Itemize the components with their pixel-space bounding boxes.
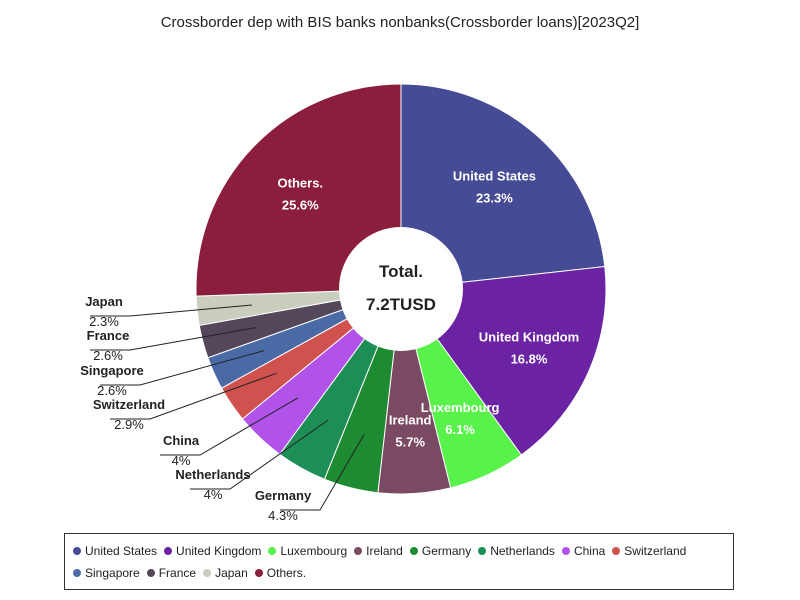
leader-line-germany [280,434,365,511]
slice-value-singapore: 2.6% [97,383,127,398]
slice-name-netherlands: Netherlands [175,467,250,482]
legend-dot-icon [354,547,363,555]
legend-dot-icon [612,547,621,555]
legend-dot-icon [478,547,487,555]
legend-label: Singapore [85,566,140,580]
legend-item-france[interactable]: France [146,562,197,584]
slice-value-germany: 4.3% [268,508,298,523]
legend-dot-icon [73,569,81,577]
legend-dot-icon [146,569,155,577]
slice-name-ireland: Ireland [389,413,432,428]
legend-dot-icon [561,547,570,555]
legend-label: Luxembourg [280,544,348,558]
legend-item-ireland[interactable]: Ireland [354,540,403,562]
leader-line-japan [90,304,252,317]
legend-label: Switzerland [624,544,687,558]
slice-value-luxembourg: 6.1% [445,422,475,437]
leader-line-france [90,327,257,351]
leader-line-netherlands [190,419,329,490]
center-label: Total. [379,262,423,281]
center-value: 7.2TUSD [366,295,436,314]
slice-others [195,83,402,297]
slice-value-france: 2.6% [93,348,123,363]
slice-value-others: 25.6% [282,198,319,213]
slice-name-others: Others. [278,176,324,191]
legend-item-others[interactable]: Others. [254,562,307,584]
slice-name-luxembourg: Luxembourg [421,400,500,415]
legend-item-japan[interactable]: Japan [203,562,248,584]
legend-dot-icon [409,547,418,555]
leader-line-singapore [100,350,265,386]
slice-value-netherlands: 4% [204,487,223,502]
legend-item-china[interactable]: China [561,540,606,562]
slice-name-japan: Japan [85,294,123,309]
slice-name-switzerland: Switzerland [93,397,165,412]
slice-value-ireland: 5.7% [395,435,425,450]
leader-line-switzerland [110,372,277,420]
legend-label: Ireland [366,544,403,558]
center-hole [339,227,463,351]
slice-value-japan: 2.3% [89,314,119,329]
legend-item-luxembourg[interactable]: Luxembourg [268,540,347,562]
slice-value-china: 4% [172,453,191,468]
legend-item-united-kingdom[interactable]: United Kingdom [164,540,261,562]
legend-dot-icon [203,569,212,577]
slice-name-france: France [87,328,130,343]
slice-value-switzerland: 2.9% [114,417,144,432]
legend-dot-icon [73,547,81,555]
legend-item-singapore[interactable]: Singapore [73,562,140,584]
slice-name-singapore: Singapore [80,363,144,378]
chart-title: Crossborder dep with BIS banks nonbanks(… [161,14,640,31]
legend-item-switzerland[interactable]: Switzerland [612,540,686,562]
legend-label: United States [85,544,158,558]
slice-name-united-kingdom: United Kingdom [479,330,579,345]
legend-item-netherlands[interactable]: Netherlands [478,540,555,562]
legend-dot-icon [268,547,277,555]
legend-label: United Kingdom [176,544,262,558]
legend-item-germany[interactable]: Germany [409,540,472,562]
leader-line-china [160,397,299,456]
legend-dot-icon [164,547,173,555]
leader-lines-group [90,304,365,511]
legend-label: Germany [421,544,472,558]
legend-label: Others. [266,566,307,580]
legend-label: Netherlands [490,544,555,558]
slice-name-united-states: United States [453,169,536,184]
slice-name-germany: Germany [255,488,312,503]
legend: United States United Kingdom Luxembourg Ire… [64,533,734,590]
legend-item-united-states[interactable]: United States [73,540,157,562]
legend-label: France [158,566,197,580]
slice-value-united-states: 23.3% [476,191,513,206]
slice-united-states [400,83,606,290]
slice-labels-group: United States 23.3% United Kingdom 16.8% Lux… [80,169,579,523]
slice-value-united-kingdom: 16.8% [511,352,548,367]
legend-label: Japan [215,566,248,580]
legend-dot-icon [254,569,263,577]
legend-label: China [573,544,606,558]
slice-name-china: China [163,433,200,448]
